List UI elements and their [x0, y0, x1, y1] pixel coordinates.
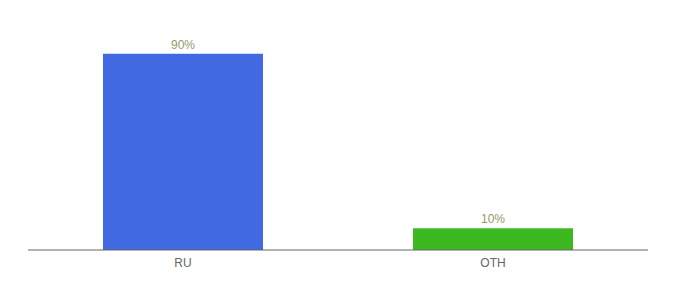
svg-text:10%: 10%	[481, 212, 505, 226]
svg-text:90%: 90%	[171, 38, 195, 52]
svg-text:OTH: OTH	[480, 256, 505, 270]
svg-text:RU: RU	[174, 256, 191, 270]
